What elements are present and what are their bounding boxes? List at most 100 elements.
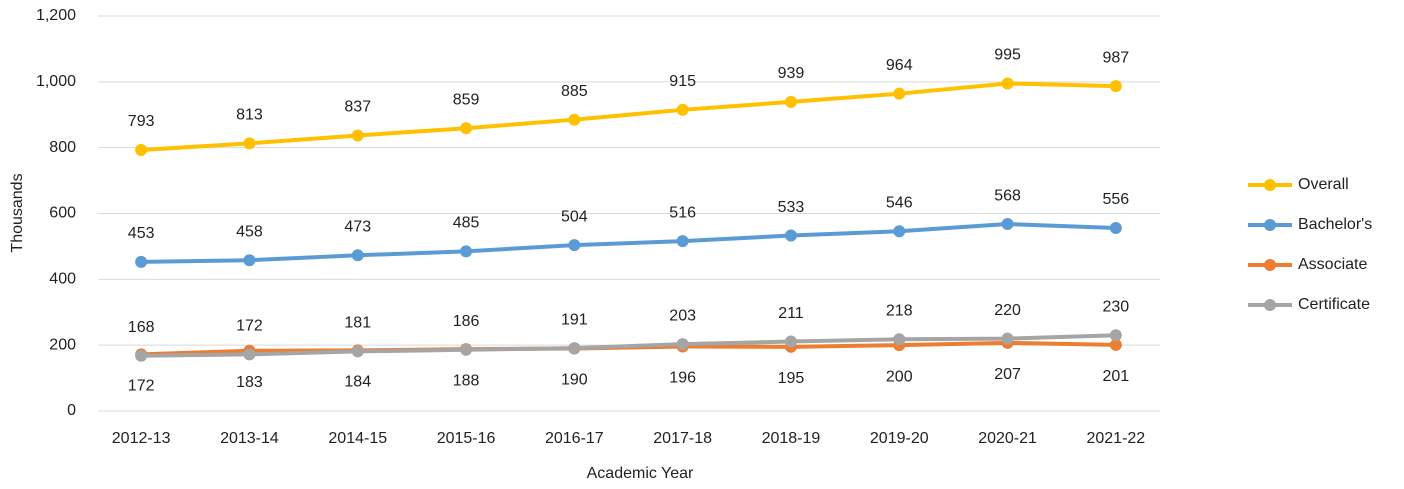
data-label: 793: [128, 113, 155, 130]
data-label: 218: [886, 302, 913, 319]
data-label: 207: [994, 366, 1021, 383]
data-label: 885: [561, 83, 588, 100]
data-label: 915: [669, 73, 696, 90]
x-tick-label: 2015-16: [437, 430, 496, 447]
marker: [784, 229, 797, 242]
x-tick-label: 2016-17: [545, 430, 604, 447]
data-label: 184: [344, 374, 371, 391]
data-label: 458: [236, 223, 263, 240]
x-tick-label: 2017-18: [653, 430, 712, 447]
marker: [351, 345, 364, 358]
x-tick-label: 2020-21: [978, 430, 1037, 447]
data-label: 188: [453, 372, 480, 389]
legend-marker: [1264, 219, 1276, 231]
y-tick-label: 200: [49, 336, 76, 353]
marker: [243, 254, 256, 267]
data-label: 191: [561, 311, 588, 328]
marker: [1109, 338, 1122, 351]
y-tick-label: 1,000: [36, 73, 76, 90]
marker: [568, 342, 581, 355]
marker: [568, 239, 581, 252]
legend-label: Certificate: [1298, 296, 1370, 313]
data-label: 211: [778, 305, 804, 322]
legend-label: Bachelor's: [1298, 216, 1372, 233]
data-label: 485: [453, 215, 480, 232]
y-tick-label: 400: [49, 271, 76, 288]
marker: [135, 349, 148, 362]
data-label: 939: [778, 65, 805, 82]
marker: [460, 122, 473, 135]
marker: [460, 245, 473, 258]
legend-marker: [1264, 299, 1276, 311]
data-label: 964: [886, 57, 913, 74]
y-tick-label: 0: [67, 402, 76, 419]
marker: [784, 335, 797, 348]
data-label: 183: [236, 374, 263, 391]
y-tick-label: 1,200: [36, 7, 76, 24]
data-label: 516: [669, 204, 696, 221]
data-label: 546: [886, 194, 913, 211]
marker: [1109, 80, 1122, 93]
y-tick-label: 600: [49, 205, 76, 222]
series-line: [141, 81, 1116, 152]
data-label: 200: [886, 368, 913, 385]
data-label: 203: [669, 307, 696, 324]
marker: [135, 143, 148, 156]
data-label: 859: [453, 91, 480, 108]
x-tick-label: 2019-20: [870, 430, 929, 447]
legend-label: Overall: [1298, 176, 1349, 193]
data-label: 186: [453, 313, 480, 330]
x-tick-label: 2021-22: [1086, 430, 1145, 447]
data-label: 995: [994, 47, 1021, 64]
marker: [1001, 77, 1014, 90]
marker: [676, 103, 689, 116]
marker: [893, 225, 906, 238]
legend-marker: [1264, 179, 1276, 191]
data-label: 230: [1102, 299, 1129, 316]
marker: [676, 338, 689, 351]
marker: [1109, 329, 1122, 342]
marker: [135, 255, 148, 268]
x-tick-label: 2014-15: [328, 430, 387, 447]
marker: [243, 348, 256, 361]
legend-label: Associate: [1298, 256, 1367, 273]
data-label: 220: [994, 302, 1021, 319]
data-label: 196: [669, 370, 696, 387]
data-label: 201: [1102, 368, 1129, 385]
data-label: 453: [128, 225, 155, 242]
marker: [1109, 221, 1122, 234]
data-label: 190: [561, 372, 588, 389]
marker: [351, 249, 364, 262]
marker: [351, 129, 364, 142]
data-label: 181: [344, 315, 371, 332]
data-label: 987: [1102, 49, 1129, 66]
data-label: 172: [128, 378, 155, 395]
legend-marker: [1264, 259, 1276, 271]
marker: [1001, 218, 1014, 231]
y-axis-label: Thousands: [9, 173, 26, 252]
marker: [1001, 332, 1014, 345]
marker: [893, 333, 906, 346]
marker: [460, 343, 473, 356]
data-label: 813: [236, 107, 263, 124]
data-label: 504: [561, 208, 588, 225]
x-tick-label: 2012-13: [112, 430, 171, 447]
marker: [243, 137, 256, 150]
data-label: 837: [344, 99, 371, 116]
y-tick-label: 800: [49, 139, 76, 156]
data-label: 473: [344, 219, 371, 236]
series-line: [141, 222, 1116, 264]
data-label: 195: [778, 370, 805, 387]
marker: [568, 113, 581, 126]
x-tick-label: 2013-14: [220, 430, 279, 447]
x-axis-label: Academic Year: [587, 465, 694, 482]
data-label: 168: [128, 319, 155, 336]
data-label: 556: [1102, 191, 1129, 208]
data-label: 568: [994, 187, 1021, 204]
marker: [784, 95, 797, 108]
marker: [676, 235, 689, 248]
x-tick-label: 2018-19: [762, 430, 821, 447]
marker: [893, 87, 906, 100]
series-line: [141, 333, 1116, 358]
